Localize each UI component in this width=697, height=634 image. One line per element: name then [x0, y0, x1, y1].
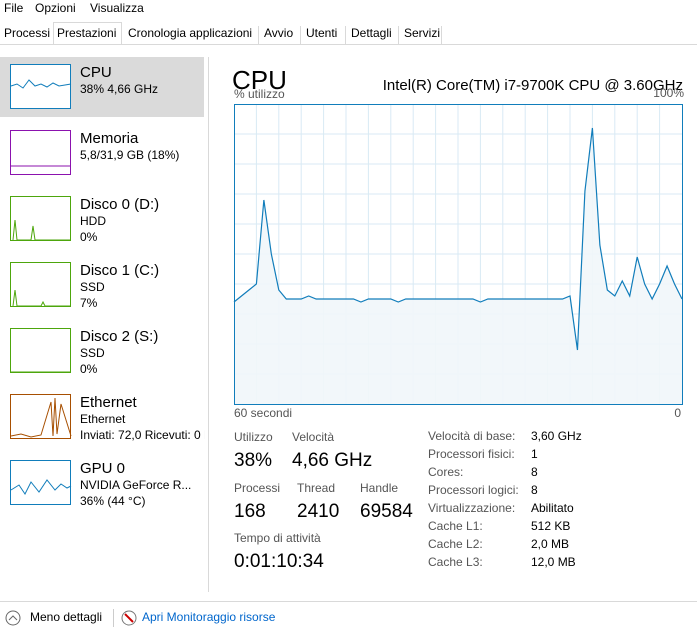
item-line1: NVIDIA GeForce R... [80, 478, 191, 492]
info-label: Cache L3: [428, 555, 483, 569]
item-line2: 0% [80, 230, 98, 244]
stat-value: 38% [234, 450, 272, 471]
resource-monitor-link[interactable]: Apri Monitoraggio risorse [142, 610, 276, 624]
thumb[interactable] [10, 64, 71, 109]
tab[interactable]: Dettagli [351, 26, 392, 40]
tab-selected [53, 22, 122, 45]
graph-border [234, 104, 683, 405]
thumb-line [10, 479, 72, 495]
cpu-line [233, 127, 683, 351]
info-value: 2,0 MB [531, 537, 569, 551]
x-tick-label: 0 [674, 406, 681, 420]
thumb[interactable] [10, 328, 71, 373]
tab[interactable]: Utenti [306, 26, 337, 40]
stat-value: 168 [234, 501, 266, 522]
stat-label: Processi [234, 481, 280, 495]
detail-title: CPU [232, 65, 287, 95]
tab[interactable]: Processi [4, 26, 50, 40]
thumb[interactable] [10, 262, 71, 307]
item-line1: 5,8/31,9 GB (18%) [80, 148, 179, 162]
cpu-area [234, 128, 682, 404]
info-label: Cache L1: [428, 519, 483, 533]
thumb[interactable] [10, 130, 71, 175]
collapse-arrow [8, 615, 18, 621]
item-title[interactable]: CPU [80, 64, 112, 81]
y-tick-label: 100% [653, 86, 684, 100]
thumb-line [10, 397, 72, 438]
stat-label: Handle [360, 481, 398, 495]
menu-item[interactable]: File [4, 1, 24, 15]
item-line2: 36% (44 °C) [80, 494, 146, 508]
stat-label: Thread [297, 481, 335, 495]
info-value: 8 [531, 465, 538, 479]
tab[interactable]: Cronologia applicazioni [128, 26, 252, 40]
stat-value: 69584 [360, 501, 413, 522]
x-tick-label: 60 secondi [234, 406, 292, 420]
item-line1: Ethernet [80, 412, 126, 426]
stat-value: 4,66 GHz [292, 450, 372, 471]
info-label: Processori logici: [428, 483, 519, 497]
less-details[interactable]: Meno dettagli [30, 610, 102, 624]
info-value: Abilitato [531, 501, 574, 515]
item-title[interactable]: Ethernet [80, 394, 138, 411]
item-title[interactable]: Disco 2 (S:) [80, 328, 158, 345]
info-label: Processori fisici: [428, 447, 515, 461]
item-title[interactable]: GPU 0 [80, 460, 125, 477]
item-line1: HDD [80, 214, 106, 228]
monitor-icon-needle [124, 613, 134, 623]
info-label: Velocità di base: [428, 429, 515, 443]
stat-label: Tempo di attività [234, 531, 321, 545]
tab[interactable]: Avvio [264, 26, 293, 40]
thumb[interactable] [10, 394, 71, 439]
thumb-line [12, 219, 71, 241]
info-label: Cores: [428, 465, 463, 479]
stat-value: 2410 [297, 501, 339, 522]
thumb[interactable] [10, 196, 71, 241]
tab[interactable]: Prestazioni [57, 26, 116, 40]
menu-item[interactable]: Opzioni [35, 1, 76, 15]
menu-item[interactable]: Visualizza [90, 1, 144, 15]
item-line2: 7% [80, 296, 98, 310]
tab[interactable]: Servizi [404, 26, 440, 40]
info-value: 8 [531, 483, 538, 497]
thumb[interactable] [10, 460, 71, 505]
stat-label: Velocità [292, 430, 334, 444]
info-value: 12,0 MB [531, 555, 576, 569]
item-line1: SSD [80, 346, 105, 360]
info-label: Virtualizzazione: [428, 501, 515, 515]
item-line2: Inviati: 72,0 Ricevuti: 0 K [80, 428, 212, 442]
stat-value: 0:01:10:34 [234, 551, 324, 572]
item-title[interactable]: Disco 1 (C:) [80, 262, 159, 279]
info-value: 1 [531, 447, 538, 461]
cpu-model: Intel(R) Core(TM) i7-9700K CPU @ 3.60GHz [383, 77, 683, 94]
info-label: Cache L2: [428, 537, 483, 551]
info-value: 512 KB [531, 519, 570, 533]
item-line1: SSD [80, 280, 105, 294]
collapse-icon[interactable] [5, 610, 21, 626]
item-title[interactable]: Memoria [80, 130, 139, 147]
thumb-line [12, 289, 71, 307]
thumb-line [10, 79, 72, 89]
item-line2: 0% [80, 362, 98, 376]
stat-label: Utilizzo [234, 430, 273, 444]
item-line1: 38% 4,66 GHz [80, 82, 158, 96]
item-title[interactable]: Disco 0 (D:) [80, 196, 159, 213]
y-label: % utilizzo [234, 87, 285, 101]
info-value: 3,60 GHz [531, 429, 582, 443]
